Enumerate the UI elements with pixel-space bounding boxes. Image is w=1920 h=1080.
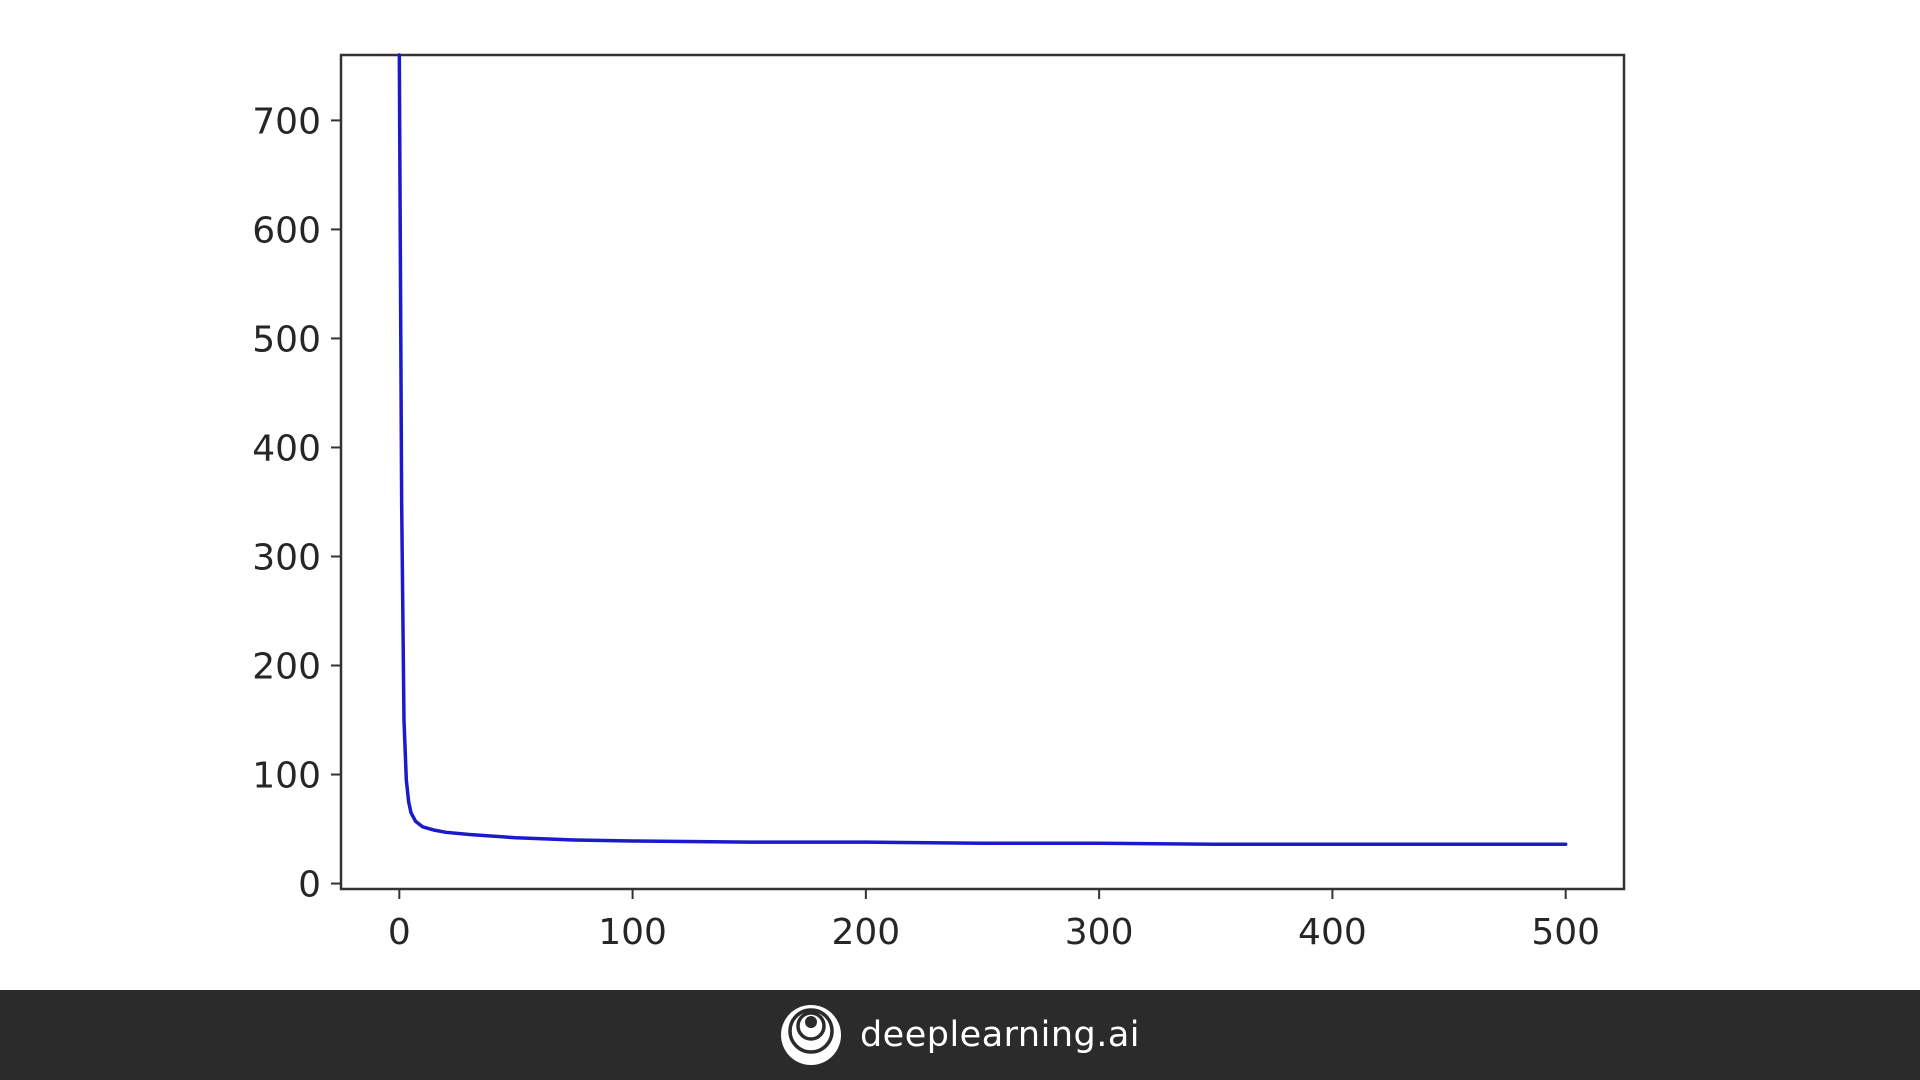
y-tick-label: 700 xyxy=(252,101,321,142)
brand-text: deeplearning.ai xyxy=(859,1015,1141,1055)
footer-bar: deeplearning.ai xyxy=(0,990,1920,1080)
y-tick-label: 200 xyxy=(252,647,321,688)
x-tick-label: 0 xyxy=(388,912,411,953)
x-tick-label: 100 xyxy=(598,912,667,953)
y-axis: 0 100 200 300 400 500 600 700 xyxy=(252,101,341,906)
brand: deeplearning.ai xyxy=(780,1004,1140,1066)
y-tick-label: 0 xyxy=(298,865,321,906)
y-tick-label: 400 xyxy=(252,428,321,469)
deeplearning-logo-icon xyxy=(780,1005,841,1065)
x-tick-label: 200 xyxy=(832,912,901,953)
x-tick-label: 300 xyxy=(1065,912,1134,953)
x-tick-label: 500 xyxy=(1531,912,1600,953)
x-axis: 0 100 200 300 400 500 xyxy=(388,889,1600,953)
loss-series-line xyxy=(397,53,1568,847)
y-tick-label: 600 xyxy=(252,210,321,251)
y-tick-label: 500 xyxy=(252,319,321,360)
x-tick-label: 400 xyxy=(1298,912,1367,953)
plot-frame xyxy=(339,53,1626,891)
y-tick-label: 100 xyxy=(252,756,321,797)
y-tick-label: 300 xyxy=(252,537,321,578)
loss-chart: 0 100 200 300 400 500 0 100 200 300 400 500 600 700 xyxy=(252,53,1626,953)
